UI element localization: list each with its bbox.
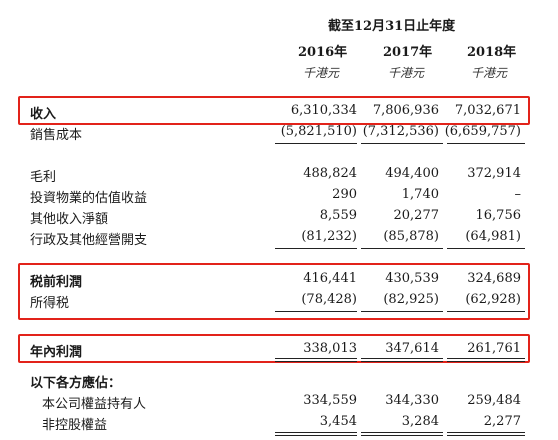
- value-admin-expenses-2018: (64,981): [465, 229, 521, 244]
- value-admin-expenses-2016: (81,232): [301, 229, 357, 244]
- value-profit-for-year-2017: 347,614: [385, 341, 439, 356]
- subtotal-rule: [275, 143, 357, 144]
- value-admin-expenses-2017: (85,878): [383, 229, 439, 244]
- value-revenue-2017: 7,806,936: [372, 103, 439, 118]
- period-header: 截至12月31日止年度: [328, 19, 456, 34]
- value-gross-profit-2018: 372,914: [467, 166, 521, 181]
- highlight-box-profit-for-year: [18, 334, 530, 363]
- highlight-box-pretax-profit: [18, 263, 530, 320]
- total-double-rule: [447, 361, 525, 362]
- value-cost-of-sales-2018: (6,659,757): [444, 124, 521, 139]
- total-double-rule: [275, 432, 357, 433]
- subtotal-rule: [275, 248, 357, 249]
- value-valuation-gain-2016: 290: [332, 187, 357, 202]
- value-gross-profit-2017: 494,400: [385, 166, 439, 181]
- total-double-rule: [275, 435, 357, 436]
- row-label-profit-for-year: 年內利潤: [30, 345, 83, 360]
- value-profit-for-year-2016: 338,013: [303, 341, 357, 356]
- value-income-tax-2018: (62,928): [465, 292, 521, 307]
- subtotal-rule: [447, 248, 525, 249]
- value-other-income-2017: 20,277: [393, 208, 440, 223]
- row-label-cost-of-sales: 銷售成本: [30, 128, 83, 143]
- row-label-admin-expenses: 行政及其他經營開支: [30, 233, 148, 248]
- value-gross-profit-2016: 488,824: [303, 166, 357, 181]
- row-label-gross-profit: 毛利: [30, 170, 57, 185]
- value-pretax-profit-2017: 430,539: [385, 271, 439, 286]
- subtotal-rule: [447, 143, 525, 144]
- total-double-rule: [361, 435, 443, 436]
- value-income-tax-2016: (78,428): [301, 292, 357, 307]
- subtotal-rule: [275, 311, 357, 312]
- total-double-rule: [447, 358, 525, 359]
- value-valuation-gain-2018: –: [514, 187, 522, 202]
- year-header-2018: 2018年: [467, 45, 517, 60]
- value-nci-2018: 2,277: [483, 414, 521, 429]
- row-label-equity-holders: 本公司權益持有人: [42, 397, 147, 412]
- subtotal-rule: [447, 311, 525, 312]
- subtotal-rule: [361, 311, 443, 312]
- value-other-income-2018: 16,756: [475, 208, 522, 223]
- value-pretax-profit-2016: 416,441: [303, 271, 357, 286]
- value-equity-holders-2018: 259,484: [467, 393, 521, 408]
- total-double-rule: [447, 432, 525, 433]
- row-label-attributable-to: 以下各方應佔：: [30, 376, 122, 391]
- unit-label-2017: 千港元: [388, 66, 425, 80]
- row-label-non-controlling-interests: 非控股權益: [42, 418, 108, 433]
- value-profit-for-year-2018: 261,761: [467, 341, 521, 356]
- value-other-income-2016: 8,559: [319, 208, 357, 223]
- value-valuation-gain-2017: 1,740: [401, 187, 439, 202]
- row-label-valuation-gain: 投資物業的估值收益: [30, 191, 148, 206]
- value-cost-of-sales-2017: (7,312,536): [362, 124, 439, 139]
- value-nci-2017: 3,284: [401, 414, 439, 429]
- total-double-rule: [361, 361, 443, 362]
- row-label-income-tax: 所得税: [30, 296, 70, 311]
- unit-label-2016: 千港元: [303, 66, 340, 80]
- total-double-rule: [447, 435, 525, 436]
- highlight-box-revenue: [18, 96, 530, 125]
- subtotal-rule: [361, 143, 443, 144]
- row-label-pretax-profit: 税前利潤: [30, 275, 83, 290]
- value-cost-of-sales-2016: (5,821,510): [280, 124, 357, 139]
- total-double-rule: [361, 432, 443, 433]
- value-nci-2016: 3,454: [319, 414, 357, 429]
- subtotal-rule: [361, 248, 443, 249]
- value-revenue-2018: 7,032,671: [454, 103, 521, 118]
- year-header-2016: 2016年: [298, 45, 348, 60]
- value-revenue-2016: 6,310,334: [290, 103, 357, 118]
- total-double-rule: [275, 361, 357, 362]
- row-label-revenue: 收入: [30, 107, 57, 122]
- value-equity-holders-2017: 344,330: [385, 393, 439, 408]
- value-equity-holders-2016: 334,559: [303, 393, 357, 408]
- total-double-rule: [275, 358, 357, 359]
- row-label-other-income: 其他收入淨額: [30, 212, 109, 227]
- year-header-2017: 2017年: [383, 45, 433, 60]
- total-double-rule: [361, 358, 443, 359]
- value-pretax-profit-2018: 324,689: [467, 271, 521, 286]
- value-income-tax-2017: (82,925): [383, 292, 439, 307]
- unit-label-2018: 千港元: [471, 66, 508, 80]
